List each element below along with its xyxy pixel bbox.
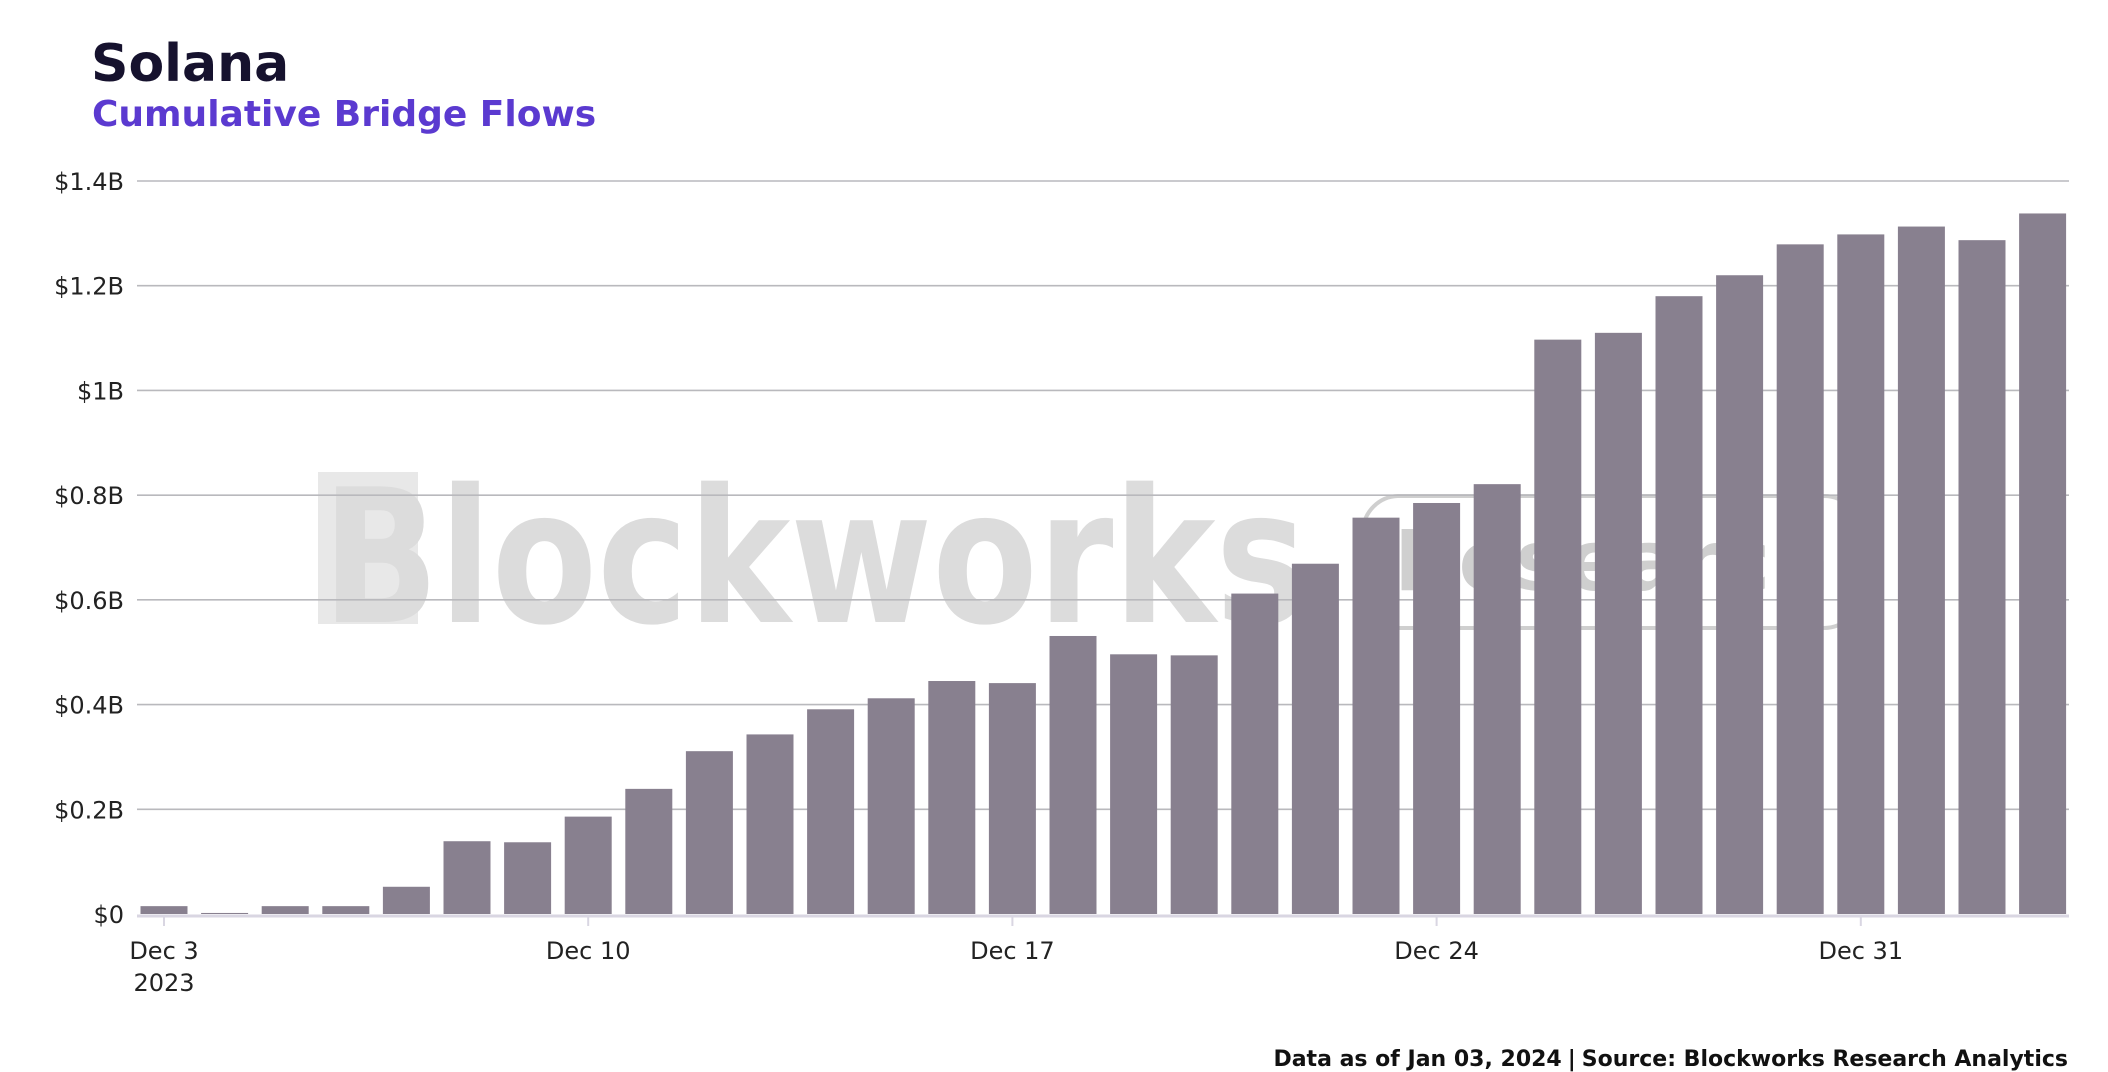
source-note: Source: Blockworks Research Analytics [1581, 1047, 2068, 1072]
bar [564, 816, 612, 914]
chart-footer: Data as of Jan 03, 2024 | Source: Blockwor… [1273, 1047, 2068, 1072]
bar [1231, 593, 1279, 914]
bar [1776, 244, 1824, 914]
watermark-brand-text: Blockworks [322, 449, 1307, 666]
bar [261, 906, 309, 914]
watermark-logo-block [318, 472, 418, 624]
x-tick-label: Dec 3 [129, 937, 198, 965]
chart-title: Solana [91, 34, 290, 94]
bar [1291, 563, 1339, 914]
x-tick-year-label: 2023 [133, 969, 194, 997]
bar [807, 709, 855, 914]
bar-series [140, 213, 2067, 915]
y-tick-label: $1.2B [54, 273, 124, 301]
footer-separator: | [1567, 1047, 1576, 1072]
data-as-of-note: Data as of Jan 03, 2024 [1273, 1047, 1562, 1072]
bar [443, 841, 491, 914]
bar [1110, 654, 1158, 914]
bar [382, 886, 430, 914]
bar [322, 906, 370, 914]
bar [1958, 240, 2006, 914]
y-tick-label: $0.6B [54, 587, 124, 615]
bar [625, 788, 673, 914]
bar [1716, 275, 1764, 914]
bar [1897, 226, 1945, 914]
bar [1594, 332, 1642, 915]
y-tick-label: $1B [77, 377, 124, 405]
bar [928, 681, 976, 914]
bar [1413, 502, 1461, 914]
y-tick-label: $1.4B [54, 168, 124, 196]
bar [201, 912, 249, 914]
y-tick-label: $0.2B [54, 796, 124, 824]
y-tick-label: $0 [93, 901, 124, 929]
chart-subtitle: Cumulative Bridge Flows [92, 94, 597, 135]
bar [746, 734, 794, 914]
bar [867, 698, 915, 914]
bar [140, 906, 188, 914]
bar [504, 842, 552, 914]
bar [685, 751, 733, 914]
y-tick-label: $0.8B [54, 482, 124, 510]
x-tick-label: Dec 31 [1818, 937, 1903, 965]
x-tick-label: Dec 10 [546, 937, 631, 965]
bar [1837, 234, 1885, 914]
bar [2019, 213, 2067, 914]
bar [1049, 635, 1097, 914]
y-axis-tick-labels: $0 $0.2B $0.4B $0.6B $0.8B $1B $1.2B $1.4B [54, 168, 124, 929]
bar [988, 683, 1036, 914]
bar [1170, 655, 1218, 914]
x-tick-label: Dec 17 [970, 937, 1055, 965]
x-tick-label: Dec 24 [1394, 937, 1479, 965]
bar [1473, 484, 1521, 914]
y-tick-label: $0.4B [54, 692, 124, 720]
x-axis-tick-labels: Dec 3 2023 Dec 10 Dec 17 Dec 24 Dec 31 [129, 917, 1903, 997]
bar [1534, 339, 1582, 914]
bar [1655, 296, 1703, 915]
bar [1352, 517, 1400, 914]
